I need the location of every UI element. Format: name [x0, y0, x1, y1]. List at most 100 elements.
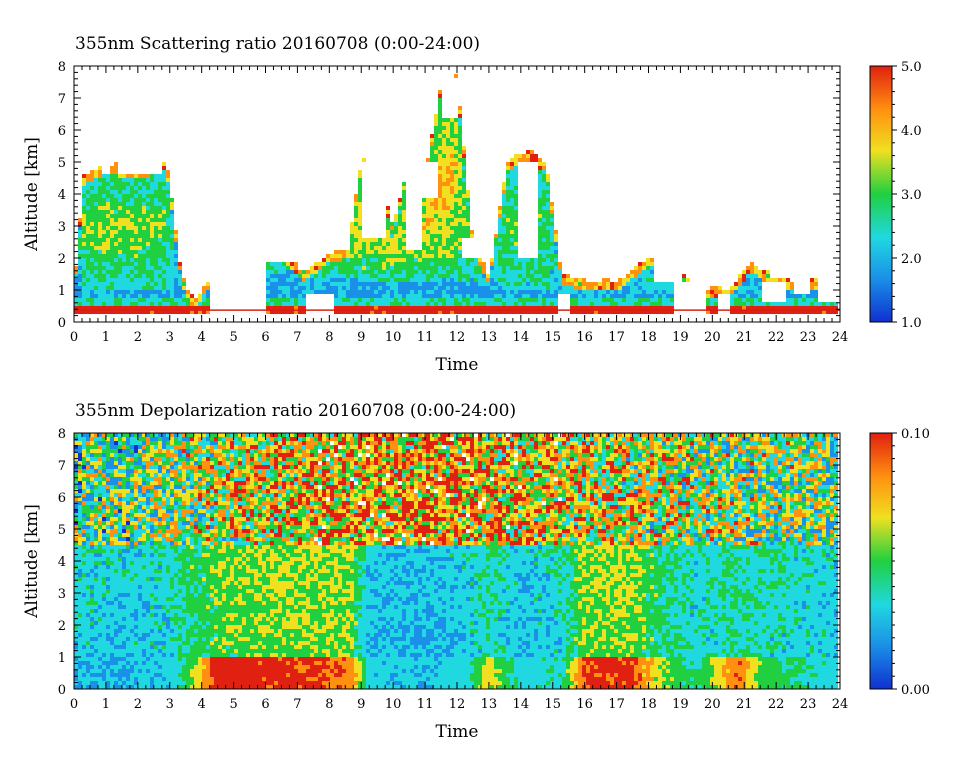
heat-cell — [430, 146, 434, 150]
heat-cell — [154, 533, 158, 537]
heat-cell — [122, 645, 126, 649]
heat-cell — [366, 310, 370, 314]
heat-cell — [358, 250, 362, 254]
heat-cell — [118, 242, 122, 246]
x-tick-label: 10 — [385, 330, 402, 345]
heat-cell — [106, 537, 110, 541]
heat-cell — [354, 286, 358, 290]
heat-cell — [138, 629, 142, 633]
heat-cell — [522, 270, 526, 274]
heat-cell — [302, 274, 306, 278]
heat-cell — [582, 282, 586, 286]
heat-cell — [114, 521, 118, 525]
x-tick-label: 19 — [672, 330, 689, 345]
heat-cell — [410, 250, 414, 254]
heat-cell — [502, 186, 506, 190]
heat-cell — [378, 262, 382, 266]
heat-cell — [138, 621, 142, 625]
heat-cell — [518, 286, 522, 290]
heat-cell — [742, 310, 746, 314]
heat-cell — [554, 242, 558, 246]
heat-cell — [126, 549, 130, 553]
heat-cell — [582, 286, 586, 290]
heat-cell — [426, 270, 430, 274]
heat-cell — [98, 242, 102, 246]
heat-cell — [826, 302, 830, 306]
heat-cell — [166, 234, 170, 238]
heat-cell — [666, 298, 670, 302]
heat-cell — [146, 517, 150, 521]
heat-cell — [106, 541, 110, 545]
heat-cell — [478, 274, 482, 278]
heat-cell — [650, 310, 654, 314]
heat-cell — [434, 218, 438, 222]
heat-cell — [142, 210, 146, 214]
heat-cell — [498, 226, 502, 230]
heat-cell — [126, 533, 130, 537]
heat-cell — [134, 517, 138, 521]
heat-cell — [386, 250, 390, 254]
heat-cell — [290, 274, 294, 278]
heat-cell — [778, 306, 782, 310]
heat-cell — [130, 565, 134, 569]
heat-cell — [314, 282, 318, 286]
heat-cell — [78, 298, 82, 302]
heat-cell — [338, 302, 342, 306]
heat-cell — [82, 210, 86, 214]
heat-cell — [542, 306, 546, 310]
heat-cell — [614, 310, 618, 314]
heat-cell — [346, 298, 350, 302]
heat-cell — [750, 282, 754, 286]
heat-cell — [146, 298, 150, 302]
heat-cell — [274, 278, 278, 282]
heat-cell — [430, 230, 434, 234]
heat-cell — [462, 182, 466, 186]
heat-cell — [458, 294, 462, 298]
heat-cell — [662, 310, 666, 314]
heat-cell — [446, 174, 450, 178]
heat-cell — [150, 509, 154, 513]
heat-cell — [458, 306, 462, 310]
heat-cell — [102, 210, 106, 214]
heat-cell — [86, 453, 90, 457]
heat-cell — [150, 649, 154, 653]
heat-cell — [322, 290, 326, 294]
heat-cell — [514, 174, 518, 178]
heat-cell — [366, 262, 370, 266]
heat-cell — [422, 262, 426, 266]
heat-cell — [122, 477, 126, 481]
heat-cell — [306, 286, 310, 290]
heat-cell — [538, 194, 542, 198]
heat-cell — [98, 441, 102, 445]
heat-cell — [102, 481, 106, 485]
heat-cell — [82, 613, 86, 617]
heat-cell — [94, 561, 98, 565]
heat-cell — [462, 262, 466, 266]
heat-cell — [170, 294, 174, 298]
heat-cell — [454, 282, 458, 286]
heat-cell — [98, 469, 102, 473]
heat-cell — [454, 202, 458, 206]
heat-cell — [438, 290, 442, 294]
heat-cell — [358, 290, 362, 294]
heat-cell — [78, 246, 82, 250]
heat-cell — [590, 286, 594, 290]
heat-cell — [86, 525, 90, 529]
heat-cell — [114, 198, 118, 202]
heat-cell — [278, 286, 282, 290]
heat-cell — [450, 226, 454, 230]
heat-cell — [386, 302, 390, 306]
heat-cell — [142, 673, 146, 677]
heat-cell — [390, 250, 394, 254]
heat-cell — [174, 238, 178, 242]
heat-cell — [634, 266, 638, 270]
heat-cell — [138, 633, 142, 637]
heat-cell — [134, 521, 138, 525]
heat-cell — [454, 234, 458, 238]
heat-cell — [158, 306, 162, 310]
heat-cell — [390, 294, 394, 298]
heat-cell — [82, 489, 86, 493]
heat-cell — [118, 525, 122, 529]
heat-cell — [102, 505, 106, 509]
heat-cell — [354, 306, 358, 310]
